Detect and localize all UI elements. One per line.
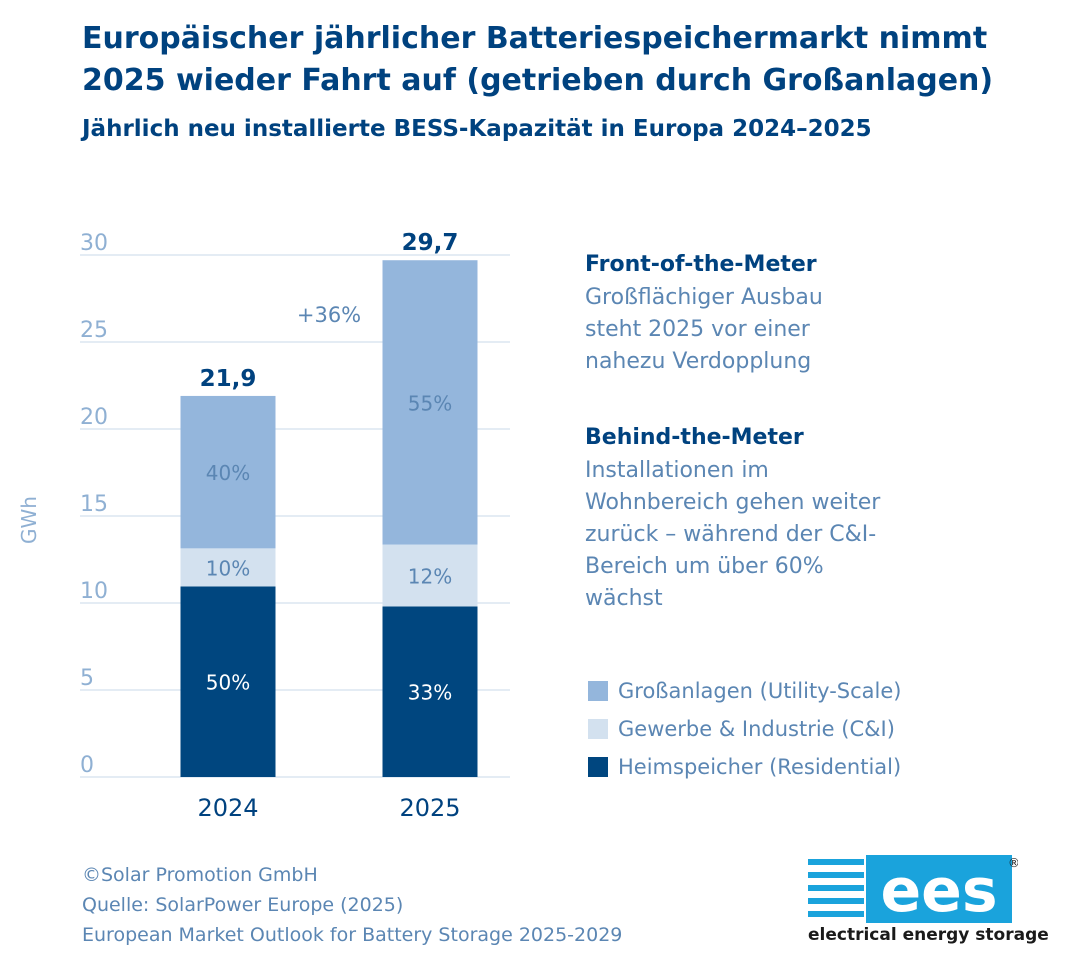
total-label: 21,9 bbox=[200, 366, 257, 392]
growth-label: +36% bbox=[297, 303, 361, 327]
page-subtitle: Jährlich neu installierte BESS-Kapazität… bbox=[82, 116, 872, 142]
legend-label-utility: Großanlagen (Utility-Scale) bbox=[618, 679, 902, 703]
page-title: Europäischer jährlicher Batteriespeicher… bbox=[82, 21, 994, 98]
total-label: 29,7 bbox=[402, 230, 459, 256]
legend-swatch-ci bbox=[588, 719, 608, 739]
annotation-front-of-meter: Front-of-the-Meter Großflächiger Ausbau … bbox=[585, 250, 885, 378]
x-tick-label: 2024 bbox=[197, 794, 258, 822]
legend-label-residential: Heimspeicher (Residential) bbox=[618, 755, 902, 779]
y-tick-label: 30 bbox=[80, 231, 108, 256]
legend-item-residential: Heimspeicher (Residential) bbox=[588, 752, 901, 782]
x-tick-label: 2025 bbox=[399, 794, 460, 822]
y-tick-label: 15 bbox=[80, 492, 108, 517]
segment-label: 33% bbox=[408, 681, 452, 705]
bar-segment-residential bbox=[382, 606, 478, 777]
bar-segment-utility bbox=[382, 260, 478, 545]
annotation-ftm-title: Front-of-the-Meter bbox=[585, 252, 817, 277]
logo-mark: ees bbox=[880, 856, 997, 923]
footer-source: Quelle: SolarPower Europe (2025) bbox=[82, 894, 404, 916]
y-tick-label: 20 bbox=[80, 405, 108, 430]
legend-label-ci: Gewerbe & Industrie (C&I) bbox=[618, 717, 895, 741]
annotation-btm-title: Behind-the-Meter bbox=[585, 425, 804, 450]
legend-item-utility: Großanlagen (Utility-Scale) bbox=[588, 676, 902, 706]
segment-label: 12% bbox=[408, 565, 452, 589]
y-tick-label: 0 bbox=[80, 753, 94, 778]
logo-name: electrical energy storage bbox=[808, 925, 1049, 945]
segment-label: 50% bbox=[206, 671, 250, 695]
ees-logo: ees ® bbox=[808, 855, 1018, 923]
bar-segment-residential bbox=[180, 586, 276, 777]
y-tick-label: 25 bbox=[80, 318, 108, 343]
bar-segment-utility bbox=[180, 395, 276, 549]
legend-item-ci: Gewerbe & Industrie (C&I) bbox=[588, 714, 895, 744]
segment-label: 55% bbox=[408, 391, 452, 415]
segment-label: 10% bbox=[206, 556, 250, 580]
annotation-behind-meter: Behind-the-Meter Installationen im Wohnb… bbox=[585, 423, 885, 615]
footer-report: European Market Outlook for Battery Stor… bbox=[82, 924, 623, 946]
footer-copyright: ©Solar Promotion GmbH bbox=[82, 864, 318, 886]
segment-label: 40% bbox=[206, 461, 250, 485]
bar-segment-ci bbox=[180, 548, 276, 587]
legend-swatch-utility bbox=[588, 681, 608, 701]
legend-swatch-residential bbox=[588, 757, 608, 777]
footer: ©Solar Promotion GmbH Quelle: SolarPower… bbox=[82, 860, 622, 950]
annotation-btm-text: Installationen im Wohnbereich gehen weit… bbox=[585, 458, 881, 611]
y-axis-label: GWh bbox=[17, 496, 41, 544]
y-tick-label: 5 bbox=[80, 666, 94, 691]
logo-registered: ® bbox=[1008, 856, 1018, 870]
stacked-bar-chart: 051015202530GWh50%10%40%21,9202433%12%55… bbox=[17, 230, 510, 822]
annotation-ftm-text: Großflächiger Ausbau steht 2025 vor eine… bbox=[585, 285, 823, 374]
y-tick-label: 10 bbox=[80, 579, 108, 604]
bar-segment-ci bbox=[382, 544, 478, 607]
